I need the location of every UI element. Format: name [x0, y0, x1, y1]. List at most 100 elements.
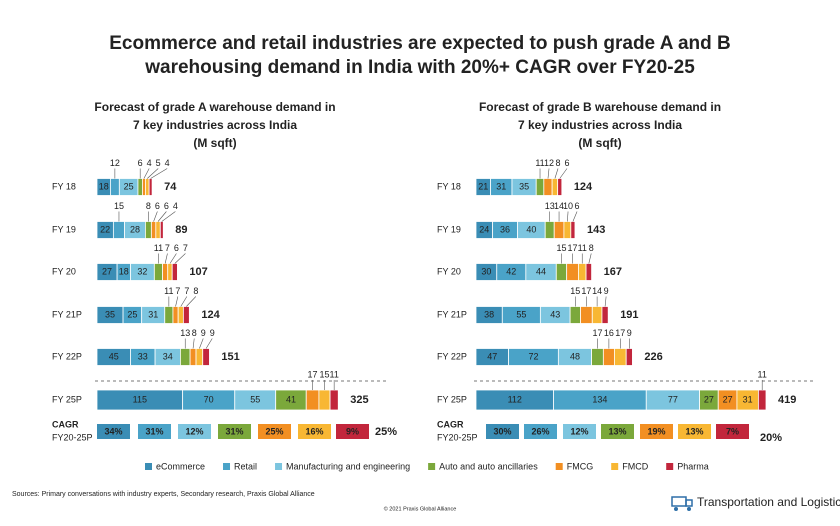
data-label: 11 [329, 369, 338, 379]
data-label: 15 [114, 201, 124, 211]
cagr-period: FY20-25P [52, 432, 93, 442]
cagr-label: 26% [531, 426, 549, 436]
data-label: 45 [109, 351, 119, 361]
data-label: 24 [479, 224, 489, 234]
cagr-label: 31% [225, 426, 243, 436]
bar-segment [557, 178, 563, 196]
cagr-label: 31% [145, 426, 163, 436]
cagr-label: 25% [265, 426, 283, 436]
leader-line [554, 168, 559, 179]
data-label: 13 [545, 201, 555, 211]
bar-segment [172, 306, 179, 324]
leader-line [572, 211, 578, 222]
data-label: 31 [496, 181, 506, 191]
data-label: 35 [519, 181, 529, 191]
legend-swatch [145, 463, 152, 470]
cagr-label: 34% [104, 426, 122, 436]
category-label: FY 21P [437, 309, 467, 319]
data-label: 17 [592, 328, 602, 338]
total-label: 143 [587, 224, 605, 236]
total-label: 419 [778, 394, 796, 406]
total-label: 89 [175, 224, 187, 236]
data-label: 48 [570, 351, 580, 361]
data-label: 134 [592, 394, 607, 404]
legend-swatch [275, 463, 283, 470]
legend-swatch [666, 463, 674, 470]
cagr-period: FY20-25P [437, 432, 478, 442]
data-label: 13 [180, 328, 190, 338]
cagr-box [298, 424, 331, 439]
bar-segment [563, 221, 572, 239]
cagr-label: 13% [685, 426, 703, 436]
total-label: 325 [350, 394, 368, 406]
total-label: 124 [201, 309, 220, 321]
data-label: 9 [604, 286, 609, 296]
data-label: 14 [592, 286, 602, 296]
copyright: © 2021 Praxis Global Alliance [384, 505, 457, 512]
data-label: 6 [575, 201, 580, 211]
bar-segment [614, 348, 627, 366]
legend: eCommerce Retail Manufacturing and enginee… [145, 461, 709, 471]
data-label: 9 [201, 328, 206, 338]
data-label: 11 [535, 158, 544, 168]
leader-line [143, 168, 150, 179]
legend-label: Auto and auto ancillaries [439, 461, 538, 471]
data-label: 42 [506, 266, 516, 276]
bar-segment [329, 389, 339, 411]
data-label: 15 [319, 369, 329, 379]
bar-segment [535, 178, 545, 196]
bar-segment [137, 178, 143, 196]
chart-subtitle: 7 key industries across India [518, 118, 682, 132]
bar-segment [757, 389, 767, 411]
data-label: 32 [137, 266, 147, 276]
cagr-box [258, 424, 291, 439]
legend-label: Pharma [677, 461, 709, 471]
data-label: 40 [526, 224, 536, 234]
data-label: 70 [204, 394, 214, 404]
bar-segment [171, 263, 178, 281]
data-label: 27 [102, 266, 112, 276]
bar-segment [202, 348, 210, 366]
data-label: 11 [164, 286, 173, 296]
cagr-title: CAGR [52, 419, 79, 429]
data-label: 17 [615, 328, 625, 338]
legend-swatch [611, 463, 619, 470]
legend-label: FMCG [567, 461, 594, 471]
data-label: 31 [148, 309, 158, 319]
bar-segment [318, 389, 331, 411]
data-label: 44 [536, 266, 546, 276]
leader-line [150, 168, 168, 179]
data-label: 17 [581, 286, 591, 296]
legend-swatch [223, 463, 231, 470]
cagr-label: 9% [346, 426, 359, 436]
bar-segment [144, 178, 150, 196]
data-label: 12 [110, 158, 120, 168]
cagr-box [524, 424, 557, 439]
data-label: 77 [668, 394, 678, 404]
bar-segment [112, 221, 125, 239]
bar-segment [578, 263, 587, 281]
total-label: 191 [620, 309, 638, 321]
source: Sources: Primary conversations with indu… [12, 491, 315, 498]
leader-line [164, 253, 168, 264]
data-label: 5 [156, 158, 161, 168]
category-label: FY 21P [52, 309, 82, 319]
bar-segment [591, 348, 604, 366]
cagr-box [640, 424, 673, 439]
total-cagr: 20% [760, 432, 782, 444]
legend-label: Manufacturing and engineering [286, 461, 410, 471]
bar-segment [543, 178, 553, 196]
total-label: 124 [574, 181, 593, 193]
data-label: 9 [627, 328, 632, 338]
bar-segment [305, 389, 320, 411]
bar-segment [179, 348, 191, 366]
legend-swatch [555, 463, 563, 470]
title-line: Ecommerce and retail industries are expe… [109, 33, 731, 54]
bar-segment [162, 263, 169, 281]
data-label: 8 [193, 286, 198, 296]
data-label: 55 [516, 309, 526, 319]
data-label: 28 [130, 224, 140, 234]
data-label: 11 [154, 243, 163, 253]
leader-line [192, 338, 195, 349]
